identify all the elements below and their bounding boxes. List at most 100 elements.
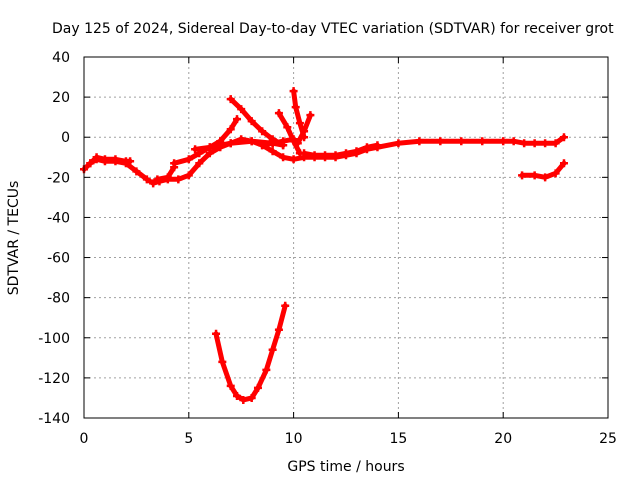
data-point — [279, 153, 288, 162]
data-point — [253, 383, 262, 392]
data-point — [142, 175, 151, 184]
plot-frame — [83, 56, 609, 419]
axis-ticks: 0 5 10 15 20 25 -140 -120 -100 -80 -60 -40 -20 0 20 40 — [38, 50, 617, 447]
x-tick-label: 10 — [285, 431, 303, 447]
y-tick-label: -80 — [47, 291, 70, 307]
data-point — [331, 151, 340, 160]
data-point — [362, 143, 371, 152]
data-point — [184, 155, 193, 164]
data-point — [518, 171, 527, 180]
data-point — [205, 143, 214, 152]
x-tick-label: 20 — [494, 431, 512, 447]
data-point — [92, 153, 101, 162]
data-point — [478, 137, 487, 146]
data-point — [247, 393, 256, 402]
data-point — [111, 155, 120, 164]
data-point — [310, 151, 319, 160]
data-point — [195, 159, 204, 168]
data-point — [258, 141, 267, 150]
data-point — [530, 171, 539, 180]
y-tick-label: -140 — [38, 411, 70, 427]
data-point — [274, 109, 283, 118]
data-point — [291, 103, 300, 112]
y-tick-label: 20 — [52, 90, 70, 106]
data-point — [132, 167, 141, 176]
data-point — [279, 137, 288, 146]
data-point — [268, 147, 277, 156]
data-point — [283, 123, 292, 132]
data-point — [559, 133, 568, 142]
data-point — [541, 139, 550, 148]
data-point — [530, 139, 539, 148]
data-point — [551, 169, 560, 178]
data-point — [274, 325, 283, 334]
x-tick-label: 15 — [389, 431, 407, 447]
data-point — [300, 127, 309, 136]
x-tick-label: 25 — [599, 431, 617, 447]
data-point — [237, 105, 246, 114]
data-point — [170, 159, 179, 168]
data-point — [233, 115, 242, 124]
data-point — [394, 139, 403, 148]
data-point — [239, 395, 248, 404]
data-point — [306, 111, 315, 120]
x-tick-label: 0 — [80, 431, 89, 447]
data-point — [295, 119, 304, 128]
data-point — [247, 137, 256, 146]
data-point — [174, 175, 183, 184]
data-point — [163, 173, 172, 182]
data-point — [268, 139, 277, 148]
data-point — [342, 149, 350, 158]
y-tick-label: -20 — [47, 170, 70, 186]
data-point — [226, 95, 235, 104]
data-point — [184, 171, 193, 180]
data-point — [262, 365, 271, 374]
data-point — [126, 157, 135, 166]
data-point — [247, 117, 256, 126]
data-point — [509, 137, 518, 146]
data-point — [268, 345, 277, 354]
data-point — [86, 159, 95, 168]
data-point — [499, 137, 508, 146]
x-tick-label: 5 — [184, 431, 193, 447]
data-point — [233, 391, 242, 400]
data-point — [520, 139, 529, 148]
data-point — [218, 357, 227, 366]
data-series — [80, 87, 568, 404]
data-point — [551, 139, 560, 148]
y-tick-label: -40 — [47, 210, 70, 226]
data-point — [226, 381, 235, 390]
data-point — [153, 175, 162, 184]
data-point — [100, 155, 109, 164]
grid-lines — [84, 57, 608, 418]
data-point — [415, 137, 424, 146]
data-point — [258, 127, 267, 136]
data-point — [226, 125, 235, 134]
data-point — [289, 155, 298, 164]
data-point — [191, 145, 200, 154]
data-point — [149, 179, 158, 188]
data-point — [436, 137, 445, 146]
y-tick-label: 40 — [52, 50, 70, 66]
y-tick-label: -120 — [38, 371, 70, 387]
data-point — [559, 159, 568, 168]
y-axis-label: SDTVAR / TECUs — [6, 181, 22, 296]
y-tick-label: -60 — [47, 251, 70, 267]
data-point — [373, 141, 382, 150]
data-point — [352, 147, 361, 156]
data-point — [281, 301, 290, 310]
data-point — [212, 329, 221, 338]
data-point — [289, 87, 298, 96]
data-point — [321, 151, 330, 160]
data-point — [457, 137, 466, 146]
series-arc-f-line — [259, 136, 297, 148]
chart-title: Day 125 of 2024, Sidereal Day-to-day VTE… — [52, 21, 614, 37]
series-arc-g-line — [276, 110, 303, 156]
y-tick-label: -100 — [38, 331, 70, 347]
x-axis-label: GPS time / hours — [287, 459, 404, 475]
y-tick-label: 0 — [61, 130, 70, 146]
data-point — [541, 173, 550, 182]
data-point — [300, 149, 309, 158]
